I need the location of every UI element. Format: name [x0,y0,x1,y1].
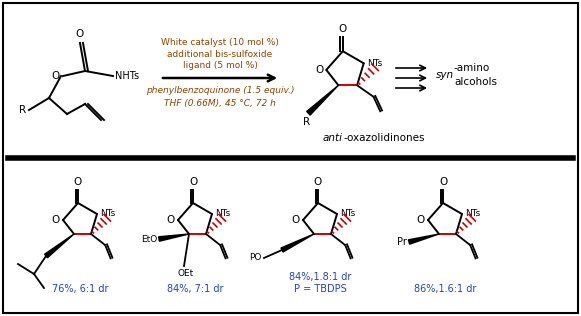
Polygon shape [281,234,314,252]
Text: O: O [339,24,347,34]
Text: O: O [314,177,322,187]
Polygon shape [408,234,439,244]
Text: syn: syn [436,70,454,80]
Text: EtO: EtO [141,234,157,244]
Text: O: O [417,215,425,225]
Polygon shape [45,234,74,258]
Text: 84%,1.8:1 dr
P = TBDPS: 84%,1.8:1 dr P = TBDPS [289,271,351,294]
Text: O: O [189,177,197,187]
Text: O: O [74,177,82,187]
Text: NTs: NTs [367,59,382,68]
Text: O: O [75,29,83,39]
Text: 86%,1.6:1 dr: 86%,1.6:1 dr [414,284,476,294]
Text: anti: anti [323,133,343,143]
Text: NHTs: NHTs [115,71,139,81]
Text: O: O [292,215,300,225]
Text: Pr: Pr [397,237,407,247]
Polygon shape [159,234,189,241]
Text: R: R [303,117,310,127]
Text: O: O [52,215,60,225]
Text: THF (0.66M), 45 °C, 72 h: THF (0.66M), 45 °C, 72 h [164,99,276,108]
Text: PO: PO [250,253,262,263]
Text: 76%, 6:1 dr: 76%, 6:1 dr [52,284,108,294]
Text: O: O [52,71,60,81]
Text: NTs: NTs [215,210,230,218]
Text: NTs: NTs [340,210,355,218]
Text: O: O [315,65,323,75]
Text: White catalyst (10 mol %)
additional bis-sulfoxide
ligand (5 mol %): White catalyst (10 mol %) additional bis… [161,38,279,70]
Text: NTs: NTs [100,210,115,218]
Text: -oxazolidinones: -oxazolidinones [343,133,425,143]
Text: O: O [439,177,447,187]
Text: NTs: NTs [465,210,480,218]
Text: R: R [19,105,26,115]
Polygon shape [307,85,338,115]
Text: 84%, 7:1 dr: 84%, 7:1 dr [167,284,223,294]
Text: phenylbenzoquinone (1.5 equiv.): phenylbenzoquinone (1.5 equiv.) [146,86,294,95]
Text: -amino
alcohols: -amino alcohols [454,63,497,87]
Text: OEt: OEt [178,269,194,278]
Text: O: O [167,215,175,225]
